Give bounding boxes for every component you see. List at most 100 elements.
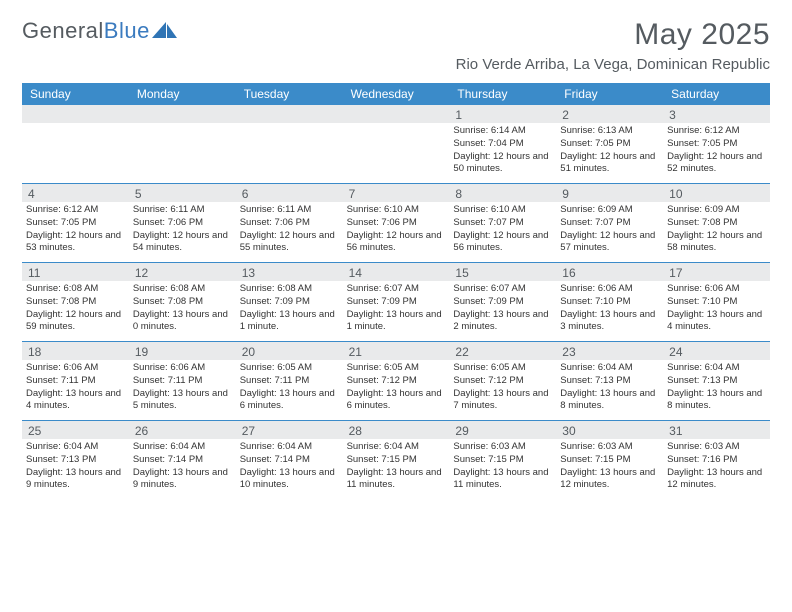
day-number-bar: 30	[556, 421, 663, 439]
sunset-line: Sunset: 7:06 PM	[133, 217, 232, 230]
sunrise-line: Sunrise: 6:03 AM	[453, 441, 552, 454]
sunrise-line: Sunrise: 6:08 AM	[26, 283, 125, 296]
sunset-line: Sunset: 7:08 PM	[133, 296, 232, 309]
sunrise-line: Sunrise: 6:06 AM	[667, 283, 766, 296]
sunset-line: Sunset: 7:08 PM	[667, 217, 766, 230]
day-cell: 18Sunrise: 6:06 AMSunset: 7:11 PMDayligh…	[22, 342, 129, 420]
daylight-line: Daylight: 13 hours and 6 minutes.	[240, 388, 339, 414]
daylight-line: Daylight: 12 hours and 52 minutes.	[667, 151, 766, 177]
daylight-line: Daylight: 13 hours and 12 minutes.	[667, 467, 766, 493]
sunrise-line: Sunrise: 6:03 AM	[667, 441, 766, 454]
brand-name-a: General	[22, 18, 104, 43]
sunset-line: Sunset: 7:12 PM	[453, 375, 552, 388]
day-number-bar: 21	[343, 342, 450, 360]
daylight-line: Daylight: 13 hours and 9 minutes.	[26, 467, 125, 493]
day-cell: 3Sunrise: 6:12 AMSunset: 7:05 PMDaylight…	[663, 105, 770, 183]
day-cell: 20Sunrise: 6:05 AMSunset: 7:11 PMDayligh…	[236, 342, 343, 420]
day-number-bar: 31	[663, 421, 770, 439]
sunset-line: Sunset: 7:16 PM	[667, 454, 766, 467]
day-body: Sunrise: 6:06 AMSunset: 7:11 PMDaylight:…	[22, 360, 129, 417]
day-cell: 9Sunrise: 6:09 AMSunset: 7:07 PMDaylight…	[556, 184, 663, 262]
day-number-bar: 24	[663, 342, 770, 360]
sunrise-line: Sunrise: 6:11 AM	[240, 204, 339, 217]
day-cell	[343, 105, 450, 183]
weekday-header: Wednesday	[343, 83, 450, 105]
sunrise-line: Sunrise: 6:05 AM	[240, 362, 339, 375]
week-row: 1Sunrise: 6:14 AMSunset: 7:04 PMDaylight…	[22, 105, 770, 184]
sunrise-line: Sunrise: 6:07 AM	[453, 283, 552, 296]
day-cell: 7Sunrise: 6:10 AMSunset: 7:06 PMDaylight…	[343, 184, 450, 262]
day-cell: 10Sunrise: 6:09 AMSunset: 7:08 PMDayligh…	[663, 184, 770, 262]
sunset-line: Sunset: 7:05 PM	[667, 138, 766, 151]
sunrise-line: Sunrise: 6:05 AM	[453, 362, 552, 375]
day-cell: 22Sunrise: 6:05 AMSunset: 7:12 PMDayligh…	[449, 342, 556, 420]
sunset-line: Sunset: 7:11 PM	[133, 375, 232, 388]
week-row: 11Sunrise: 6:08 AMSunset: 7:08 PMDayligh…	[22, 263, 770, 342]
day-cell: 4Sunrise: 6:12 AMSunset: 7:05 PMDaylight…	[22, 184, 129, 262]
sunset-line: Sunset: 7:09 PM	[347, 296, 446, 309]
day-number-bar: 7	[343, 184, 450, 202]
brand-name: GeneralBlue	[22, 18, 150, 44]
day-cell: 14Sunrise: 6:07 AMSunset: 7:09 PMDayligh…	[343, 263, 450, 341]
day-number-bar: 1	[449, 105, 556, 123]
day-body: Sunrise: 6:05 AMSunset: 7:11 PMDaylight:…	[236, 360, 343, 417]
weekday-header-row: Sunday Monday Tuesday Wednesday Thursday…	[22, 83, 770, 105]
day-body: Sunrise: 6:08 AMSunset: 7:08 PMDaylight:…	[22, 281, 129, 338]
weekday-header: Saturday	[663, 83, 770, 105]
daylight-line: Daylight: 12 hours and 54 minutes.	[133, 230, 232, 256]
day-number-bar: 14	[343, 263, 450, 281]
title-block: May 2025 Rio Verde Arriba, La Vega, Domi…	[456, 18, 770, 73]
day-number-bar	[129, 105, 236, 123]
daylight-line: Daylight: 12 hours and 50 minutes.	[453, 151, 552, 177]
day-body: Sunrise: 6:04 AMSunset: 7:13 PMDaylight:…	[663, 360, 770, 417]
day-number-bar: 4	[22, 184, 129, 202]
day-cell: 12Sunrise: 6:08 AMSunset: 7:08 PMDayligh…	[129, 263, 236, 341]
day-cell: 6Sunrise: 6:11 AMSunset: 7:06 PMDaylight…	[236, 184, 343, 262]
sunset-line: Sunset: 7:06 PM	[240, 217, 339, 230]
daylight-line: Daylight: 13 hours and 11 minutes.	[453, 467, 552, 493]
day-body: Sunrise: 6:06 AMSunset: 7:10 PMDaylight:…	[556, 281, 663, 338]
day-number-bar: 16	[556, 263, 663, 281]
day-body: Sunrise: 6:04 AMSunset: 7:15 PMDaylight:…	[343, 439, 450, 496]
day-body: Sunrise: 6:03 AMSunset: 7:16 PMDaylight:…	[663, 439, 770, 496]
day-cell: 15Sunrise: 6:07 AMSunset: 7:09 PMDayligh…	[449, 263, 556, 341]
day-cell: 11Sunrise: 6:08 AMSunset: 7:08 PMDayligh…	[22, 263, 129, 341]
daylight-line: Daylight: 13 hours and 8 minutes.	[560, 388, 659, 414]
sunrise-line: Sunrise: 6:04 AM	[347, 441, 446, 454]
day-cell	[236, 105, 343, 183]
day-number-bar: 20	[236, 342, 343, 360]
day-cell: 19Sunrise: 6:06 AMSunset: 7:11 PMDayligh…	[129, 342, 236, 420]
sunrise-line: Sunrise: 6:04 AM	[133, 441, 232, 454]
daylight-line: Daylight: 12 hours and 58 minutes.	[667, 230, 766, 256]
brand-logo: GeneralBlue	[22, 18, 178, 44]
sunset-line: Sunset: 7:08 PM	[26, 296, 125, 309]
day-number-bar	[343, 105, 450, 123]
day-number-bar: 5	[129, 184, 236, 202]
weekday-header: Sunday	[22, 83, 129, 105]
week-row: 18Sunrise: 6:06 AMSunset: 7:11 PMDayligh…	[22, 342, 770, 421]
day-number-bar: 19	[129, 342, 236, 360]
day-cell: 30Sunrise: 6:03 AMSunset: 7:15 PMDayligh…	[556, 421, 663, 499]
sunrise-line: Sunrise: 6:12 AM	[667, 125, 766, 138]
day-body: Sunrise: 6:14 AMSunset: 7:04 PMDaylight:…	[449, 123, 556, 180]
week-row: 4Sunrise: 6:12 AMSunset: 7:05 PMDaylight…	[22, 184, 770, 263]
daylight-line: Daylight: 13 hours and 4 minutes.	[26, 388, 125, 414]
day-cell: 24Sunrise: 6:04 AMSunset: 7:13 PMDayligh…	[663, 342, 770, 420]
day-body: Sunrise: 6:03 AMSunset: 7:15 PMDaylight:…	[449, 439, 556, 496]
day-number-bar	[22, 105, 129, 123]
sunset-line: Sunset: 7:13 PM	[667, 375, 766, 388]
sunrise-line: Sunrise: 6:06 AM	[26, 362, 125, 375]
daylight-line: Daylight: 13 hours and 6 minutes.	[347, 388, 446, 414]
sunset-line: Sunset: 7:04 PM	[453, 138, 552, 151]
daylight-line: Daylight: 13 hours and 0 minutes.	[133, 309, 232, 335]
daylight-line: Daylight: 13 hours and 9 minutes.	[133, 467, 232, 493]
weekday-header: Monday	[129, 83, 236, 105]
daylight-line: Daylight: 13 hours and 1 minute.	[240, 309, 339, 335]
weekday-header: Friday	[556, 83, 663, 105]
daylight-line: Daylight: 13 hours and 11 minutes.	[347, 467, 446, 493]
sunset-line: Sunset: 7:13 PM	[26, 454, 125, 467]
day-body: Sunrise: 6:04 AMSunset: 7:14 PMDaylight:…	[129, 439, 236, 496]
sunset-line: Sunset: 7:10 PM	[667, 296, 766, 309]
sunrise-line: Sunrise: 6:07 AM	[347, 283, 446, 296]
sunrise-line: Sunrise: 6:04 AM	[26, 441, 125, 454]
